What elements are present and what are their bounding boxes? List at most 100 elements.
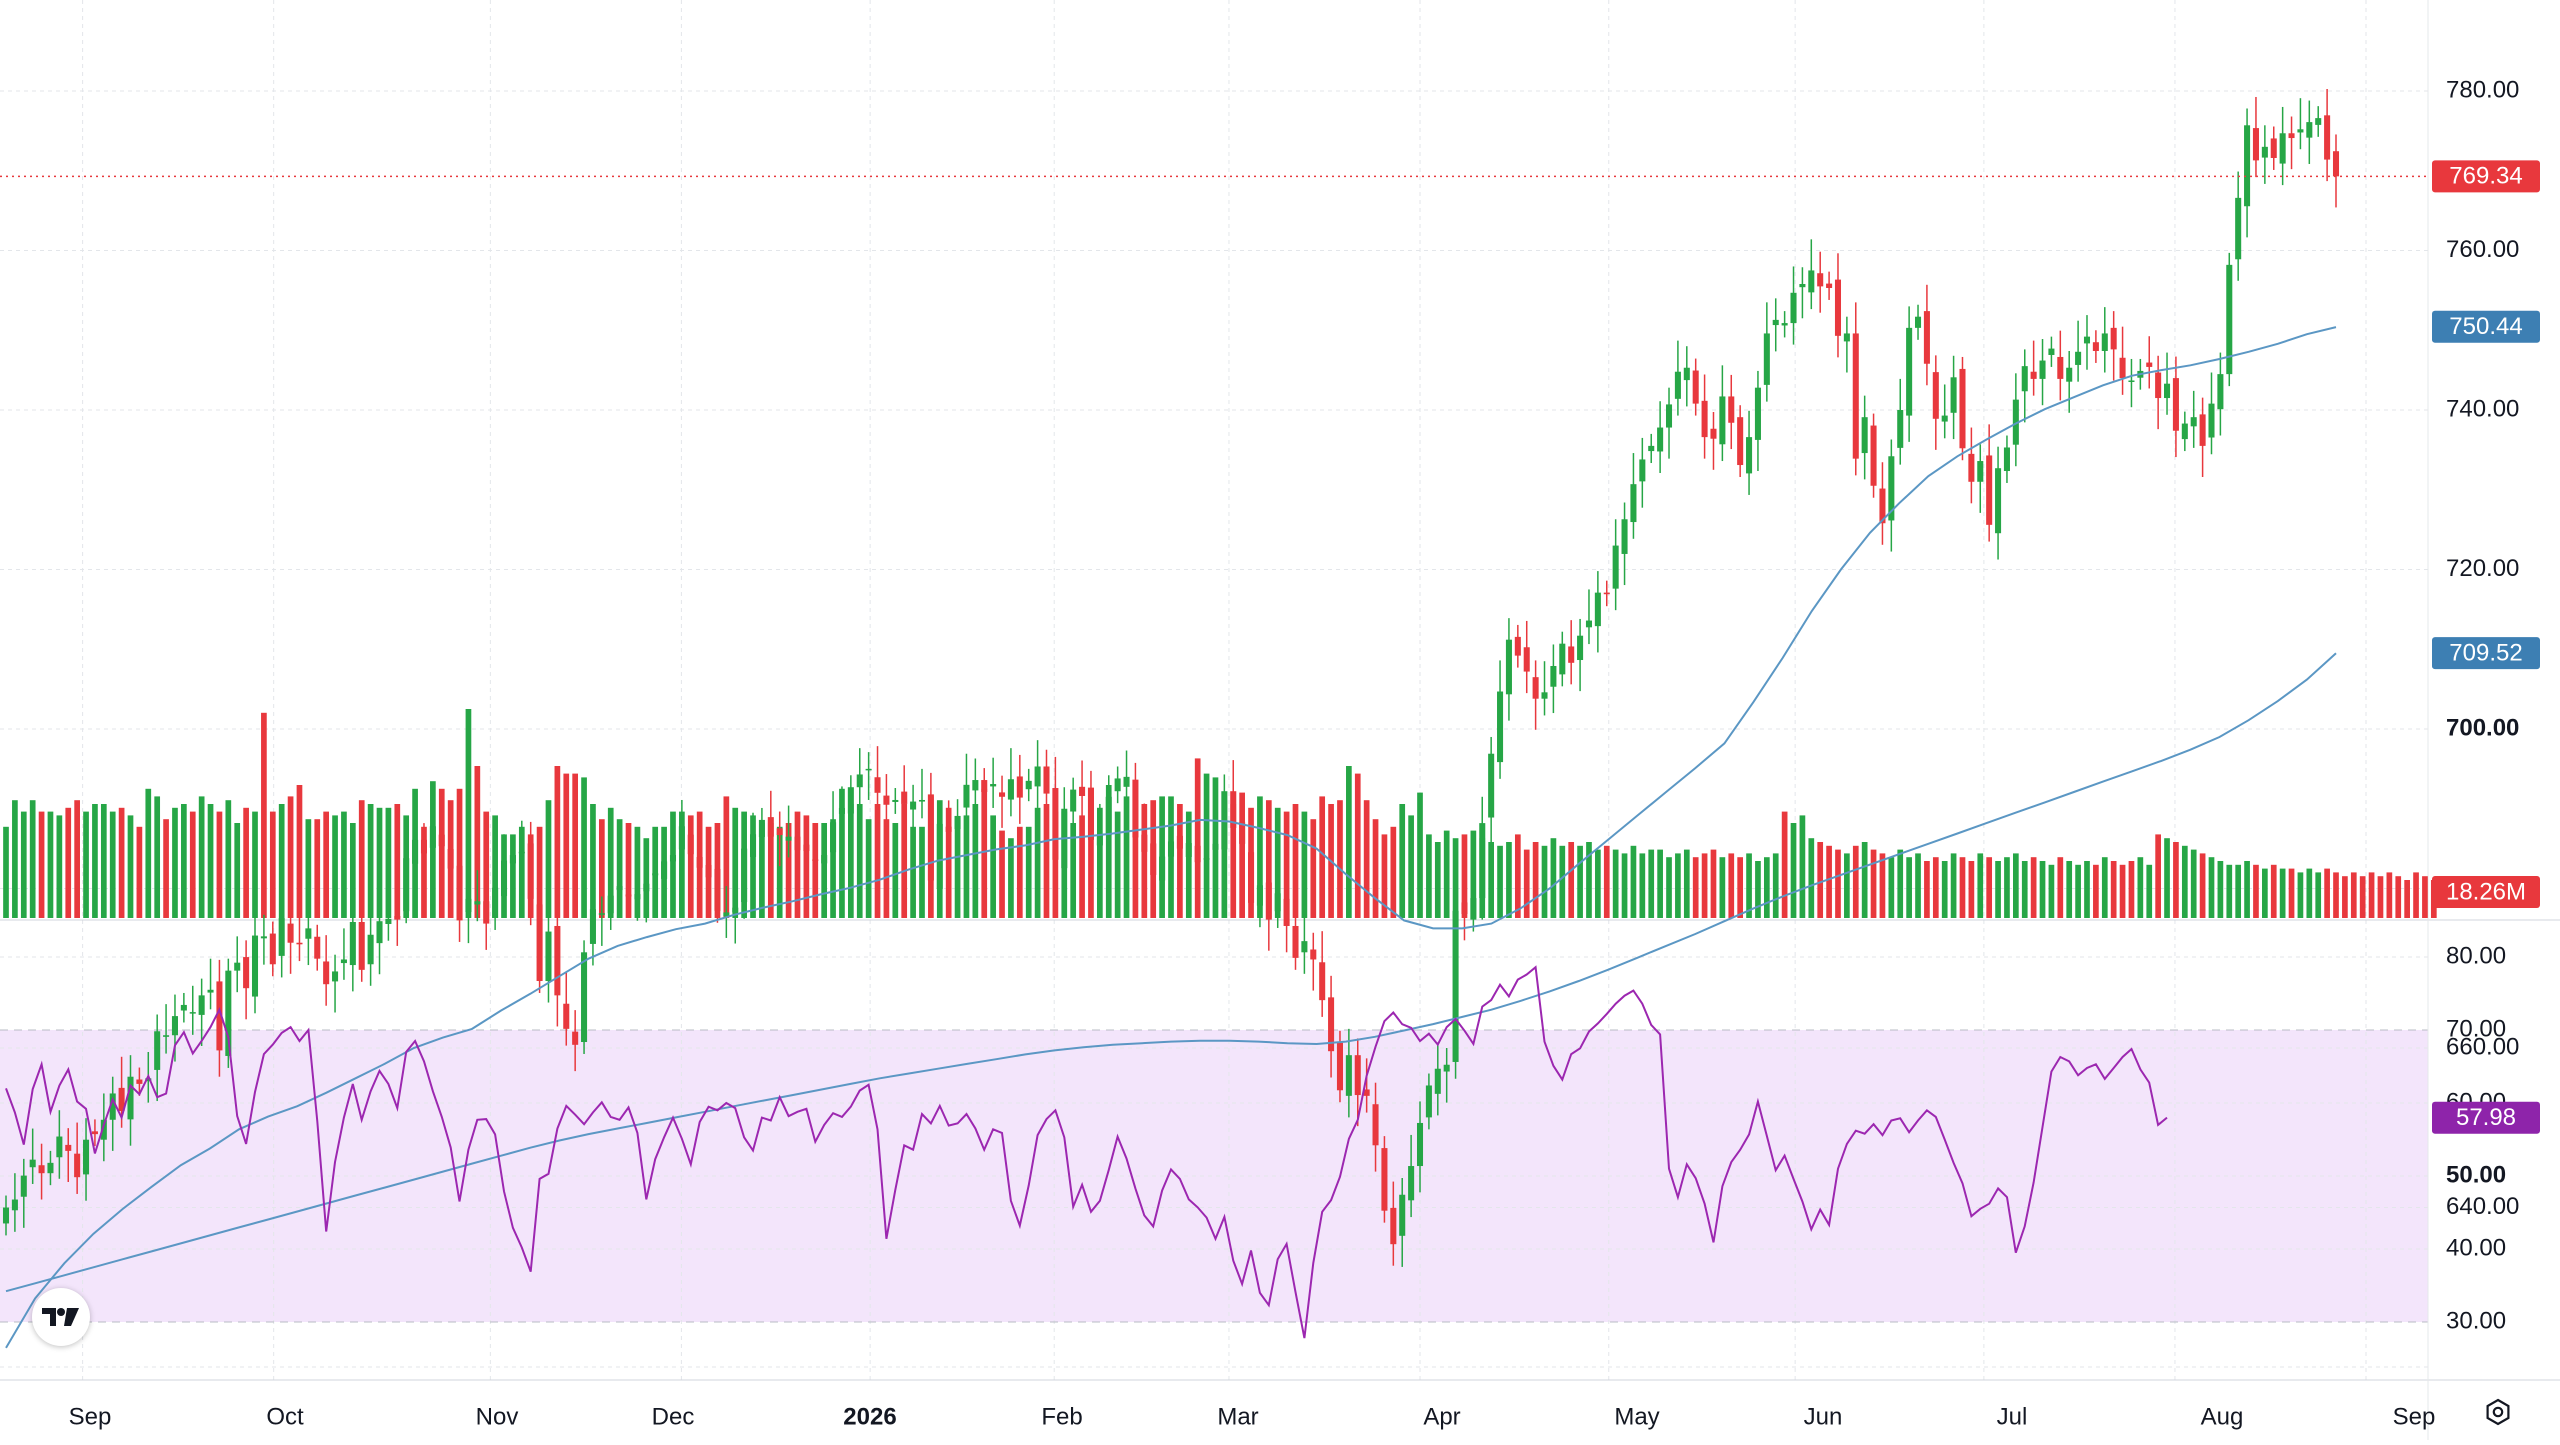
candle <box>1372 1082 1379 1172</box>
candle <box>2270 126 2277 170</box>
volume-bar <box>1968 861 1975 918</box>
volume-bar <box>189 811 196 918</box>
volume-bar <box>305 819 312 918</box>
candle <box>1585 589 1593 645</box>
candle <box>2101 307 2108 373</box>
candle-body <box>1986 455 1993 525</box>
candle <box>2288 116 2295 170</box>
volume-bar <box>990 815 996 918</box>
candle-body <box>109 1093 116 1120</box>
candle <box>1159 844 1166 893</box>
candle <box>696 825 703 885</box>
price-tick-label: 720.00 <box>2446 555 2519 582</box>
volume-bar <box>47 811 54 918</box>
volume-bar <box>1612 849 1619 918</box>
volume-bar <box>1737 857 1744 918</box>
volume-bar <box>1372 819 1379 918</box>
candle <box>1319 931 1326 1017</box>
volume-bar <box>545 800 552 918</box>
candle-body <box>883 795 890 805</box>
candle <box>687 817 694 886</box>
candle <box>1345 1028 1352 1118</box>
candle <box>1141 803 1148 869</box>
candle-body <box>767 817 774 837</box>
volume-bar <box>2004 857 2010 918</box>
candle-body <box>1185 843 1192 857</box>
candle-body <box>1541 692 1548 699</box>
volume-bar <box>358 800 365 918</box>
candle-body <box>1612 545 1619 589</box>
time-tick-label: Mar <box>1217 1403 1258 1430</box>
candle <box>1408 1134 1415 1218</box>
volume-bar <box>2110 861 2117 918</box>
candle <box>154 1014 161 1102</box>
candle <box>483 879 490 950</box>
price-tick-label: 660.00 <box>2446 1033 2519 1060</box>
candle-body <box>314 936 321 959</box>
candle <box>260 914 267 965</box>
candle <box>207 958 214 1010</box>
candle-body <box>403 858 410 912</box>
candle <box>634 867 641 921</box>
volume-bar <box>1461 834 1468 918</box>
candle <box>1888 439 1895 552</box>
volume-bar <box>856 804 863 918</box>
candle-body <box>1870 425 1877 486</box>
candle <box>2217 352 2224 436</box>
candle-body <box>1328 997 1335 1052</box>
candle-body <box>29 1159 36 1168</box>
candle <box>1977 444 1984 513</box>
volume-bar <box>1763 857 1770 918</box>
candle <box>1861 395 1868 480</box>
candle-body <box>1283 898 1290 926</box>
volume-bar <box>839 788 845 918</box>
candle-body <box>687 834 694 855</box>
candle-body <box>447 849 454 869</box>
candle <box>2235 171 2242 281</box>
volume-bar <box>2208 857 2215 918</box>
candle <box>1799 267 1806 319</box>
volume-bar <box>367 804 374 918</box>
candle <box>785 805 792 858</box>
candle <box>705 843 712 904</box>
candle <box>563 972 570 1046</box>
volume-bar <box>269 811 276 918</box>
candle-body <box>47 1162 54 1174</box>
candle <box>536 892 543 993</box>
candle <box>20 1158 27 1228</box>
candle <box>2128 358 2135 408</box>
volume-bar <box>483 811 490 918</box>
candle <box>420 823 428 885</box>
candle-body <box>2066 367 2073 382</box>
candle <box>1923 284 1930 386</box>
volume-bar <box>1097 807 1103 918</box>
candle <box>2306 100 2313 164</box>
candle-body <box>847 787 854 814</box>
candle-body <box>1087 787 1094 840</box>
candle <box>1114 766 1121 804</box>
candle-body <box>2288 133 2295 139</box>
candle <box>927 772 934 907</box>
candle-body <box>2297 129 2304 133</box>
candle-body <box>2315 118 2322 125</box>
candle <box>234 936 241 993</box>
price-tick-label: 700.00 <box>2446 714 2519 741</box>
volume-bar <box>474 766 481 918</box>
candle <box>1914 304 1922 340</box>
candle <box>2164 352 2171 415</box>
candle <box>554 909 561 1027</box>
candle-body <box>332 971 339 982</box>
time-tick-label: Jun <box>1804 1403 1843 1430</box>
settings-button[interactable] <box>2478 1392 2518 1432</box>
candle-body <box>838 807 845 814</box>
volume-bar <box>1016 826 1023 918</box>
candle <box>749 812 757 884</box>
candle-body <box>1239 822 1246 844</box>
volume-bar <box>1746 853 1752 918</box>
volume-bar <box>154 796 161 918</box>
candle-body <box>2279 133 2286 164</box>
candle-body <box>1488 753 1495 818</box>
tradingview-logo[interactable] <box>32 1288 90 1346</box>
